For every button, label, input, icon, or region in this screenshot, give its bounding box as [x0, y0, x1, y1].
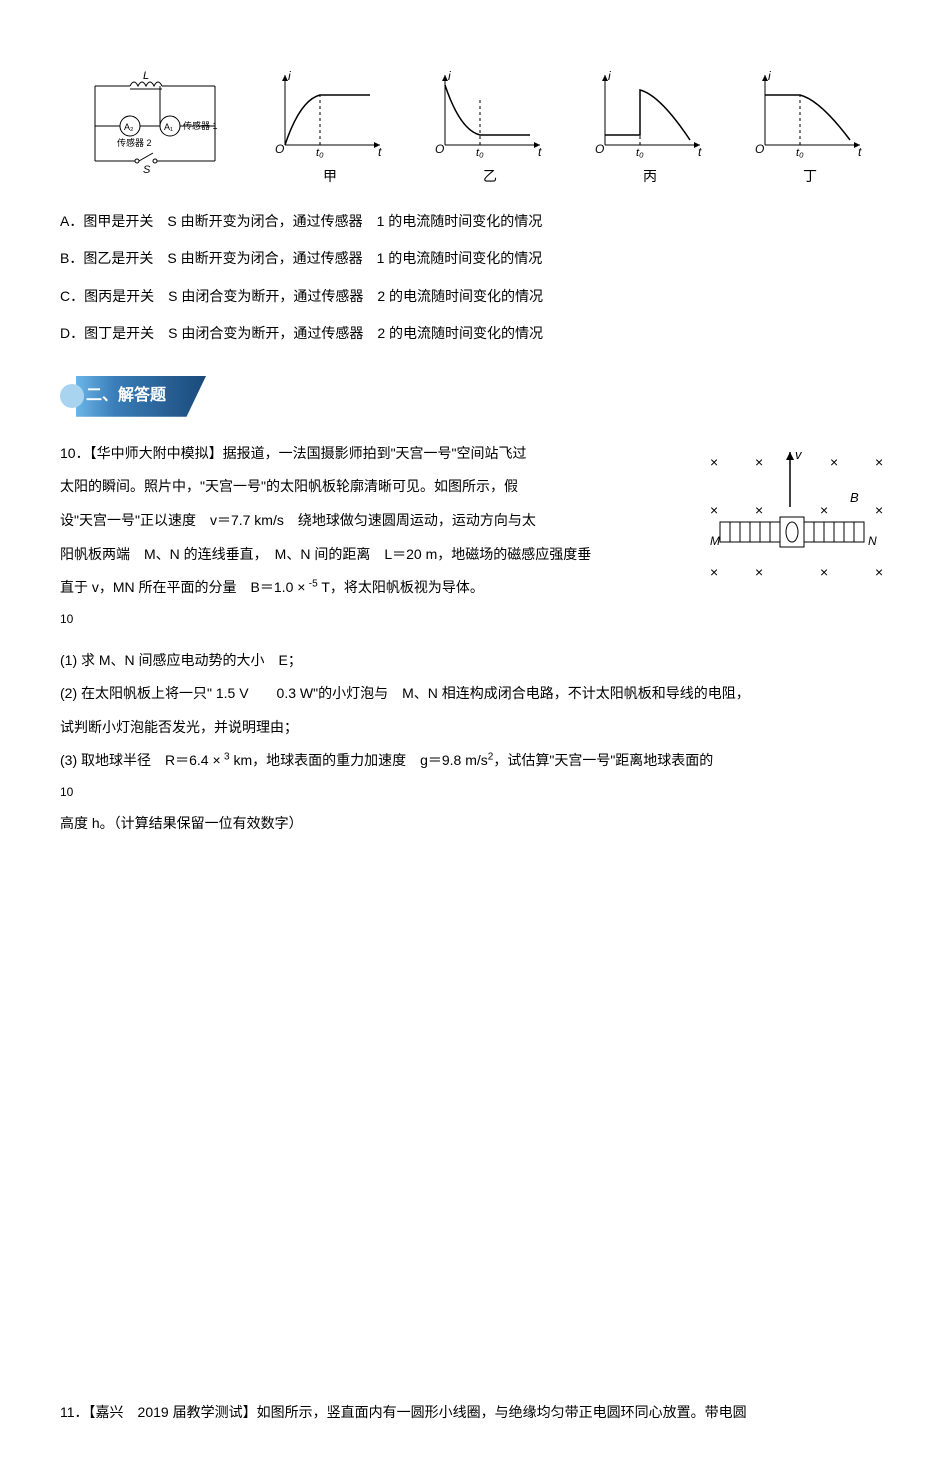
question-11: 11．【嘉兴 2019 届教学测试】如图所示，竖直面内有一圆形小线圈，与绝缘均匀… [60, 1400, 890, 1425]
q10-p5a: 直于 v，MN 所在平面的分量 B＝1.0 × [60, 579, 305, 595]
svg-text:i: i [768, 70, 771, 83]
svg-text:N: N [868, 534, 877, 548]
svg-text:t₀: t₀ [316, 147, 324, 159]
svg-text:A₂: A₂ [124, 122, 134, 132]
svg-text:v: v [795, 447, 803, 462]
svg-text:t₀: t₀ [636, 147, 644, 159]
svg-text:×: × [710, 502, 718, 518]
q10-figure: × × × × × × × × × × × × v B [690, 447, 890, 615]
q10-s2: (2) 在太阳帆板上将一只" 1.5 V 0.3 W"的小灯泡与 M、N 相连构… [60, 677, 890, 711]
q10-s3c: ，试估算"天宫一号"距离地球表面的 [493, 752, 713, 768]
svg-text:O: O [755, 142, 764, 156]
svg-text:t: t [538, 145, 542, 159]
q10-exp2: 3 [224, 752, 230, 763]
svg-text:t₀: t₀ [476, 147, 484, 159]
section-title: 二、解答题 [76, 376, 206, 417]
svg-text:i: i [608, 70, 611, 83]
svg-text:×: × [875, 454, 883, 470]
q10-s2b: 试判断小灯泡能否发光，并说明理由； [60, 711, 890, 745]
q10-s1: (1) 求 M、N 间感应电动势的大小 E； [60, 644, 890, 678]
graph-label-a: 甲 [265, 164, 395, 189]
graph-bing: i O t t₀ 丙 [585, 70, 715, 189]
svg-text:×: × [755, 564, 763, 580]
svg-text:A₁: A₁ [164, 122, 173, 132]
svg-text:×: × [710, 564, 718, 580]
option-a: A．图甲是开关 S 由断开变为闭合，通过传感器 1 的电流随时间变化的情况 [60, 209, 890, 234]
svg-text:t: t [858, 145, 862, 159]
svg-text:×: × [820, 502, 828, 518]
svg-text:×: × [820, 564, 828, 580]
svg-text:t₀: t₀ [796, 147, 804, 159]
svg-text:O: O [435, 142, 444, 156]
question-10: × × × × × × × × × × × × v B [60, 437, 890, 841]
origin: O [275, 142, 284, 156]
graph-jia: i O t t₀ 甲 [265, 70, 395, 189]
switch-label: S [143, 164, 151, 176]
q10-s4: 高度 h。（计算结果保留一位有效数字） [60, 807, 890, 841]
y-axis: i [288, 70, 291, 83]
graph-ding: i O t t₀ 丁 [745, 70, 875, 189]
section-header: 二、解答题 [60, 376, 890, 417]
q10-s3b: km，地球表面的重力加速度 g＝9.8 m/s [233, 752, 487, 768]
diagrams-row: L A₂ 传感器 2 A₁ 传感器 1 S [60, 70, 890, 189]
option-b: B．图乙是开关 S 由断开变为闭合，通过传感器 1 的电流随时间变化的情况 [60, 246, 890, 271]
svg-text:B: B [850, 490, 859, 505]
q10-exp1: -5 [309, 578, 318, 589]
svg-text:×: × [830, 454, 838, 470]
svg-text:×: × [710, 454, 718, 470]
svg-text:×: × [755, 454, 763, 470]
option-c: C．图丙是开关 S 由闭合变为断开，通过传感器 2 的电流随时间变化的情况 [60, 284, 890, 309]
graph-label-d: 丁 [745, 164, 875, 189]
option-d: D．图丁是开关 S 由闭合变为断开，通过传感器 2 的电流随时间变化的情况 [60, 321, 890, 346]
svg-text:i: i [448, 70, 451, 83]
graph-label-b: 乙 [425, 164, 555, 189]
x-axis: t [378, 145, 382, 159]
q10-s3a: (3) 取地球半径 R＝6.4 × [60, 752, 221, 768]
circuit-diagram: L A₂ 传感器 2 A₁ 传感器 1 S [75, 71, 235, 189]
inductor-label: L [143, 71, 149, 82]
sensor2-label: 传感器 2 [117, 137, 152, 148]
graph-yi: i O t t₀ 乙 [425, 70, 555, 189]
options-block: A．图甲是开关 S 由断开变为闭合，通过传感器 1 的电流随时间变化的情况 B．… [60, 209, 890, 346]
q10-ten2: 10 [60, 778, 890, 807]
graph-label-c: 丙 [585, 164, 715, 189]
svg-text:t: t [698, 145, 702, 159]
q10-p5b: T，将太阳帆板视为导体。 [321, 579, 484, 595]
svg-text:M: M [710, 534, 720, 548]
q10-s3: (3) 取地球半径 R＝6.4 × 3 km，地球表面的重力加速度 g＝9.8 … [60, 744, 890, 806]
svg-text:×: × [875, 502, 883, 518]
svg-text:O: O [595, 142, 604, 156]
svg-text:×: × [875, 564, 883, 580]
svg-text:×: × [755, 502, 763, 518]
